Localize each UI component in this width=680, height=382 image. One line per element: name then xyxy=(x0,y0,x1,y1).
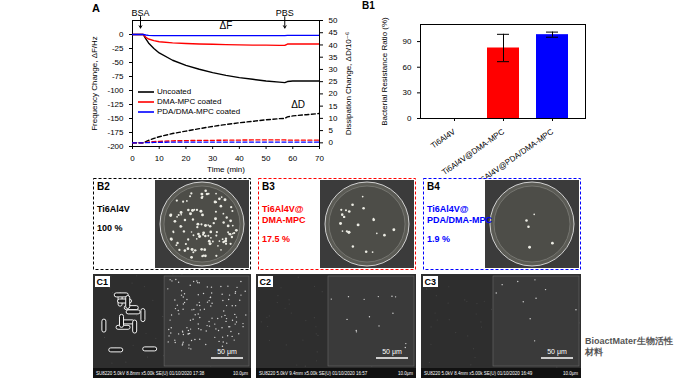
svg-text:40: 40 xyxy=(329,41,338,50)
svg-text:Frequency Change, ΔF/Hz: Frequency Change, ΔF/Hz xyxy=(90,36,99,131)
svg-text:50: 50 xyxy=(262,154,271,163)
svg-text:20: 20 xyxy=(329,89,338,98)
svg-text:0: 0 xyxy=(119,30,124,39)
svg-text:B4: B4 xyxy=(427,181,440,192)
svg-text:-25: -25 xyxy=(112,44,124,53)
svg-text:Ti6Al4V: Ti6Al4V xyxy=(429,127,457,151)
svg-text:ΔF: ΔF xyxy=(220,20,233,31)
svg-text:ΔD: ΔD xyxy=(291,99,305,110)
svg-text:100 %: 100 % xyxy=(97,223,123,233)
svg-text:5: 5 xyxy=(329,126,334,135)
svg-text:45: 45 xyxy=(329,28,338,37)
svg-text:C2: C2 xyxy=(260,277,272,287)
svg-text:Ti6Al4V@: Ti6Al4V@ xyxy=(427,204,469,214)
svg-text:B2: B2 xyxy=(97,181,110,192)
svg-text:B3: B3 xyxy=(262,181,275,192)
svg-text:0: 0 xyxy=(329,138,334,147)
svg-text:0: 0 xyxy=(407,114,412,123)
svg-text:10: 10 xyxy=(155,154,164,163)
svg-text:70: 70 xyxy=(315,154,324,163)
svg-text:-75: -75 xyxy=(112,72,124,81)
html-text:Uncoated: Uncoated xyxy=(157,86,192,96)
svg-text:SU8220 5.0kV 9.4mm x5.00k SE(U: SU8220 5.0kV 9.4mm x5.00k SE(U) 01/10/20… xyxy=(259,371,368,376)
svg-text:10.0μm: 10.0μm xyxy=(563,371,578,376)
svg-text:SU8220 5.0kV 8.4mm x5.00k SE(U: SU8220 5.0kV 8.4mm x5.00k SE(U) 01/10/20… xyxy=(424,371,533,376)
svg-text:Ti6Al4V@PDA/DMA-MPC: Ti6Al4V@PDA/DMA-MPC xyxy=(474,127,556,188)
svg-text:50 μm: 50 μm xyxy=(547,348,567,356)
svg-text:Ti6Al4V@: Ti6Al4V@ xyxy=(262,204,304,214)
svg-text:Ti6Al4V@DMA-MPC: Ti6Al4V@DMA-MPC xyxy=(440,127,507,177)
svg-text:C1: C1 xyxy=(97,277,109,287)
svg-text:-125: -125 xyxy=(107,100,124,109)
svg-text:40: 40 xyxy=(235,154,244,163)
svg-text:25: 25 xyxy=(329,77,338,86)
svg-text:-100: -100 xyxy=(107,86,124,95)
svg-text:50 μm: 50 μm xyxy=(217,348,237,356)
svg-text:Ti6Al4V: Ti6Al4V xyxy=(97,204,130,214)
svg-text:-50: -50 xyxy=(112,58,124,67)
svg-text:-175: -175 xyxy=(107,128,124,137)
svg-text:90: 90 xyxy=(403,37,412,46)
svg-text:30: 30 xyxy=(208,154,217,163)
svg-text:10.0μm: 10.0μm xyxy=(398,371,413,376)
svg-text:30: 30 xyxy=(403,88,412,97)
svg-text:Time (min): Time (min) xyxy=(207,165,245,174)
svg-text:C3: C3 xyxy=(425,277,437,287)
svg-text:17.5 %: 17.5 % xyxy=(262,234,290,244)
svg-text:60: 60 xyxy=(403,63,412,72)
svg-text:30: 30 xyxy=(329,65,338,74)
html-text:A: A xyxy=(92,2,100,14)
svg-text:15: 15 xyxy=(329,102,338,111)
svg-text:-150: -150 xyxy=(107,114,124,123)
svg-text:-200: -200 xyxy=(107,142,124,151)
svg-text:10: 10 xyxy=(329,114,338,123)
svg-text:BSA: BSA xyxy=(132,8,150,18)
svg-text:20: 20 xyxy=(181,154,190,163)
svg-text:Bacterial Resistance Ratio (%): Bacterial Resistance Ratio (%) xyxy=(380,17,389,126)
svg-text:DMA-MPC: DMA-MPC xyxy=(262,215,306,225)
svg-text:1.9 %: 1.9 % xyxy=(427,234,450,244)
svg-text:60: 60 xyxy=(288,154,297,163)
svg-text:35: 35 xyxy=(329,53,338,62)
svg-text:PBS: PBS xyxy=(276,8,294,18)
svg-text:10.0μm: 10.0μm xyxy=(233,371,248,376)
svg-text:50: 50 xyxy=(329,16,338,25)
html-text:PDA/DMA-MPC coated: PDA/DMA-MPC coated xyxy=(157,106,241,116)
html-text:DMA-MPC coated: DMA-MPC coated xyxy=(157,96,222,106)
svg-text:PDA/DMA-MPC: PDA/DMA-MPC xyxy=(427,215,492,225)
svg-text:SU8220 5.0kV 8.8mm x5.00k SE(U: SU8220 5.0kV 8.8mm x5.00k SE(U) 01/10/20… xyxy=(96,371,205,376)
svg-text:50 μm: 50 μm xyxy=(382,348,402,356)
html-text:B1: B1 xyxy=(362,0,375,11)
svg-text:Dissipation Change, ΔD/10⁻⁶: Dissipation Change, ΔD/10⁻⁶ xyxy=(344,32,353,136)
html-text:BioactMater生物活性材料: BioactMater生物活性材料 xyxy=(585,336,673,357)
svg-text:0: 0 xyxy=(130,154,135,163)
